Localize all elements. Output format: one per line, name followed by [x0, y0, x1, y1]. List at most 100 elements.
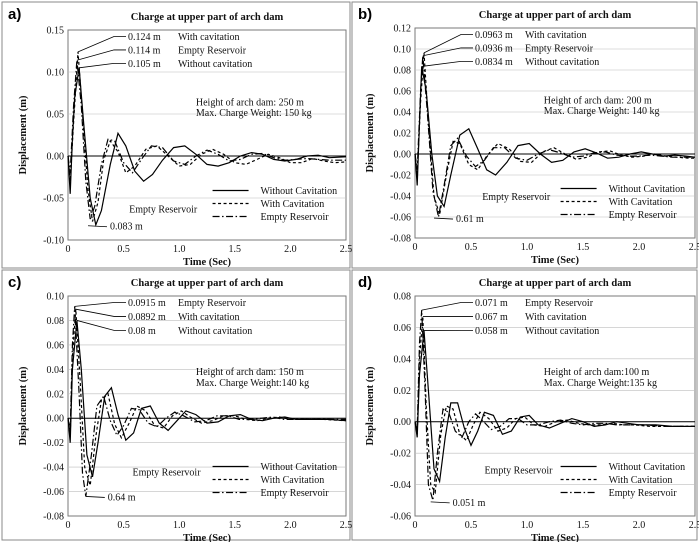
- x-tick-label: 2.0: [284, 520, 297, 531]
- y-tick-label: 0.00: [394, 150, 412, 161]
- y-tick-label: 0.12: [394, 24, 412, 35]
- peak-value-label: 0.058 m: [475, 326, 508, 337]
- series-line: [67, 67, 347, 227]
- y-axis-title: Displacement (m): [365, 366, 376, 446]
- series-line: [414, 66, 696, 209]
- x-tick-label: 1.0: [521, 242, 534, 253]
- legend-label: Without Cavitation: [261, 462, 338, 473]
- callout-line: [85, 496, 105, 498]
- callout-line: [430, 501, 450, 504]
- y-tick-label: -0.06: [390, 512, 411, 523]
- peak-value-label: 0.0834 m: [475, 57, 513, 68]
- peak-value-label: 0.0892 m: [128, 312, 166, 323]
- x-tick-label: 2.5: [689, 242, 699, 253]
- peak-value-label: 0.067 m: [475, 312, 508, 323]
- chart-title: Charge at upper part of arch dam: [131, 278, 284, 289]
- x-tick-label: 2.5: [340, 520, 353, 531]
- y-tick-label: -0.08: [390, 234, 411, 245]
- y-tick-label: -0.10: [43, 236, 64, 247]
- panel-label: a): [8, 6, 21, 23]
- legend-label: With Cavitation: [609, 197, 673, 208]
- y-tick-label: -0.02: [390, 449, 411, 460]
- plot-area: [67, 29, 347, 241]
- y-tick-label: 0.04: [394, 108, 412, 119]
- y-tick-label: 0.06: [394, 87, 412, 98]
- callout-line: [87, 225, 108, 228]
- series-line: [67, 306, 346, 497]
- dam-info-text: Height of arch dam: 150 m: [196, 367, 304, 378]
- x-tick-label: 0: [66, 244, 71, 255]
- y-tick-label: 0.00: [47, 152, 65, 163]
- y-axis-title: Displacement (m): [18, 366, 29, 446]
- plot-area: [67, 295, 347, 517]
- callout-line: [434, 217, 454, 220]
- x-tick-label: 2.0: [284, 244, 297, 255]
- x-axis-title: Time (Sec): [183, 533, 231, 542]
- chart-title: Charge at upper part of arch dam: [479, 278, 632, 289]
- chart-panel: 0.10 0.08 0.06 0.04 0.02 0.00 -0.02 -0.04 -0.06 -…: [1, 269, 353, 542]
- y-tick-label: -0.05: [43, 194, 64, 205]
- y-tick-label: 0.04: [47, 365, 65, 376]
- series-line: [414, 330, 695, 484]
- note-label: Empty Reservoir: [132, 468, 201, 479]
- callout-line: [422, 47, 473, 57]
- peak-series-label: Without cavitation: [525, 57, 599, 68]
- callout-line: [79, 62, 126, 69]
- x-tick-label: 0: [413, 242, 418, 253]
- legend-label: Without Cavitation: [609, 462, 686, 473]
- y-axis-title: Displacement (m): [365, 93, 376, 173]
- legend-label: Empty Reservoir: [261, 212, 330, 223]
- callout-line: [423, 34, 473, 54]
- legend-label: Without Cavitation: [261, 186, 338, 197]
- legend-label: Without Cavitation: [609, 184, 686, 195]
- callout-line: [77, 36, 126, 53]
- x-tick-label: 2.0: [633, 242, 646, 253]
- series-line: [67, 320, 347, 478]
- legend-label: Empty Reservoir: [261, 488, 330, 499]
- series-line: [414, 55, 695, 218]
- y-tick-label: -0.06: [390, 213, 411, 224]
- peak-series-label: With cavitation: [525, 312, 587, 323]
- peak-value-label: 0.08 m: [128, 326, 156, 337]
- series-line: [414, 310, 695, 501]
- min-value-label: 0.083 m: [110, 222, 143, 233]
- callout-line: [421, 302, 473, 311]
- note-label: Empty Reservoir: [129, 204, 198, 215]
- peak-value-label: 0.071 m: [475, 298, 508, 309]
- x-tick-label: 2.0: [633, 520, 646, 531]
- panel-label: c): [8, 274, 21, 291]
- y-tick-label: 0.10: [47, 292, 65, 303]
- callout-line: [76, 320, 126, 331]
- series-line: [414, 52, 695, 216]
- x-tick-label: 0.5: [117, 520, 130, 531]
- panel-label: d): [358, 274, 372, 291]
- chart-title: Charge at upper part of arch dam: [479, 10, 632, 21]
- y-tick-label: 0.02: [394, 129, 412, 140]
- dam-info-text: Max. Charge Weight: 150 kg: [196, 108, 312, 119]
- chart-panel: 0.12 0.10 0.08 0.06 0.04 0.02 0.00 -0.02 -0.04 -0…: [351, 1, 699, 269]
- min-value-label: 0.051 m: [453, 498, 486, 509]
- peak-value-label: 0.114 m: [128, 45, 161, 56]
- y-tick-label: 0.10: [47, 68, 65, 79]
- panel-border: [1, 269, 351, 541]
- peak-series-label: Empty Reservoir: [525, 43, 594, 54]
- x-tick-label: 2.5: [689, 520, 699, 531]
- legend-label: With Cavitation: [609, 475, 673, 486]
- panel-border: [351, 1, 698, 269]
- panel-border: [1, 1, 351, 269]
- y-tick-label: 0.05: [47, 110, 65, 121]
- y-tick-label: 0.02: [394, 386, 412, 397]
- x-tick-label: 0.5: [465, 520, 478, 531]
- dam-info-text: Height of arch dam:100 m: [544, 367, 650, 378]
- peak-value-label: 0.0963 m: [475, 30, 513, 41]
- peak-series-label: Empty Reservoir: [178, 45, 247, 56]
- x-tick-label: 0: [413, 520, 418, 531]
- peak-series-label: With cavitation: [178, 32, 240, 43]
- y-tick-label: 0.08: [394, 292, 412, 303]
- x-tick-label: 1.5: [577, 242, 590, 253]
- y-tick-label: 0.00: [47, 414, 65, 425]
- peak-value-label: 0.0936 m: [475, 43, 513, 54]
- y-tick-label: -0.04: [390, 480, 411, 491]
- peak-series-label: With cavitation: [178, 312, 240, 323]
- y-tick-label: -0.08: [43, 512, 64, 523]
